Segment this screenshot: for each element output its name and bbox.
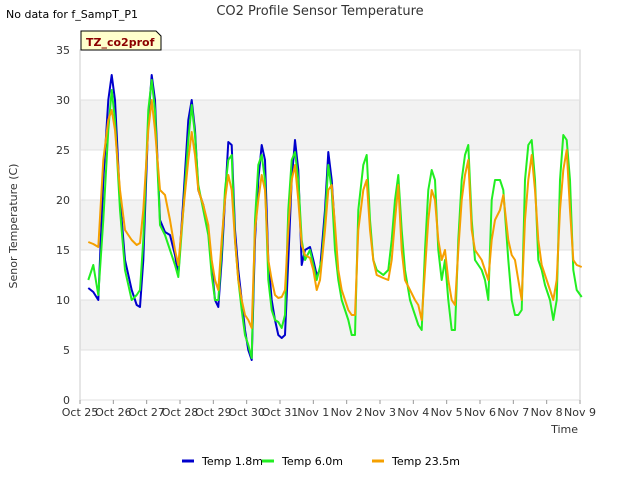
x-tick-label: Nov 8 <box>531 406 563 419</box>
background-band <box>80 350 580 400</box>
y-tick-label: 35 <box>56 44 70 57</box>
series-line-2 <box>87 99 583 329</box>
legend-label: Temp 6.0m <box>281 455 343 468</box>
gridlines <box>80 49 580 401</box>
y-tick-label: 0 <box>63 394 70 407</box>
background-band <box>80 200 580 250</box>
y-tick-label: 30 <box>56 94 70 107</box>
background-band <box>80 100 580 150</box>
y-tick-label: 5 <box>63 344 70 357</box>
legend-label: Temp 23.5m <box>391 455 460 468</box>
y-tick-label: 10 <box>56 294 70 307</box>
x-tick-label: Nov 1 <box>297 406 329 419</box>
no-data-note: No data for f_SampT_P1 <box>6 8 138 21</box>
background-band <box>80 300 580 350</box>
x-tick-label: Nov 9 <box>564 406 596 419</box>
x-tick-label: Oct 27 <box>128 406 165 419</box>
legend: Temp 1.8m Temp 6.0m Temp 23.5m <box>182 455 460 468</box>
y-tick-label: 20 <box>56 194 70 207</box>
x-tick-label: Oct 28 <box>162 406 199 419</box>
x-axis-title: Time <box>550 423 578 436</box>
x-tick-label: Oct 26 <box>95 406 132 419</box>
plot-background-bands <box>80 50 580 400</box>
x-tick-label: Nov 5 <box>431 406 463 419</box>
y-axis-ticks: 0 5 10 15 20 25 30 35 <box>56 44 70 407</box>
y-axis-title: Senor Temperature (C) <box>7 164 20 289</box>
x-tick-label: Nov 7 <box>497 406 529 419</box>
background-band <box>80 250 580 300</box>
badge-label: TZ_co2prof <box>86 36 155 49</box>
series-group <box>87 74 583 361</box>
x-tick-label: Nov 3 <box>364 406 396 419</box>
x-tick-label: Nov 6 <box>464 406 496 419</box>
legend-label: Temp 1.8m <box>201 455 263 468</box>
x-tick-label: Nov 2 <box>331 406 363 419</box>
chart-title: CO2 Profile Sensor Temperature <box>216 4 424 19</box>
x-tick-label: Oct 30 <box>228 406 265 419</box>
x-tick-label: Oct 31 <box>262 406 299 419</box>
y-tick-label: 25 <box>56 144 70 157</box>
badge-shape <box>80 30 162 51</box>
x-tick-label: Nov 4 <box>397 406 429 419</box>
series-line-1 <box>87 79 583 359</box>
y-tick-label: 15 <box>56 244 70 257</box>
background-band <box>80 50 580 100</box>
badge: TZ_co2prof <box>80 30 162 51</box>
x-tick-label: Oct 25 <box>62 406 99 419</box>
x-tick-label: Oct 29 <box>195 406 232 419</box>
